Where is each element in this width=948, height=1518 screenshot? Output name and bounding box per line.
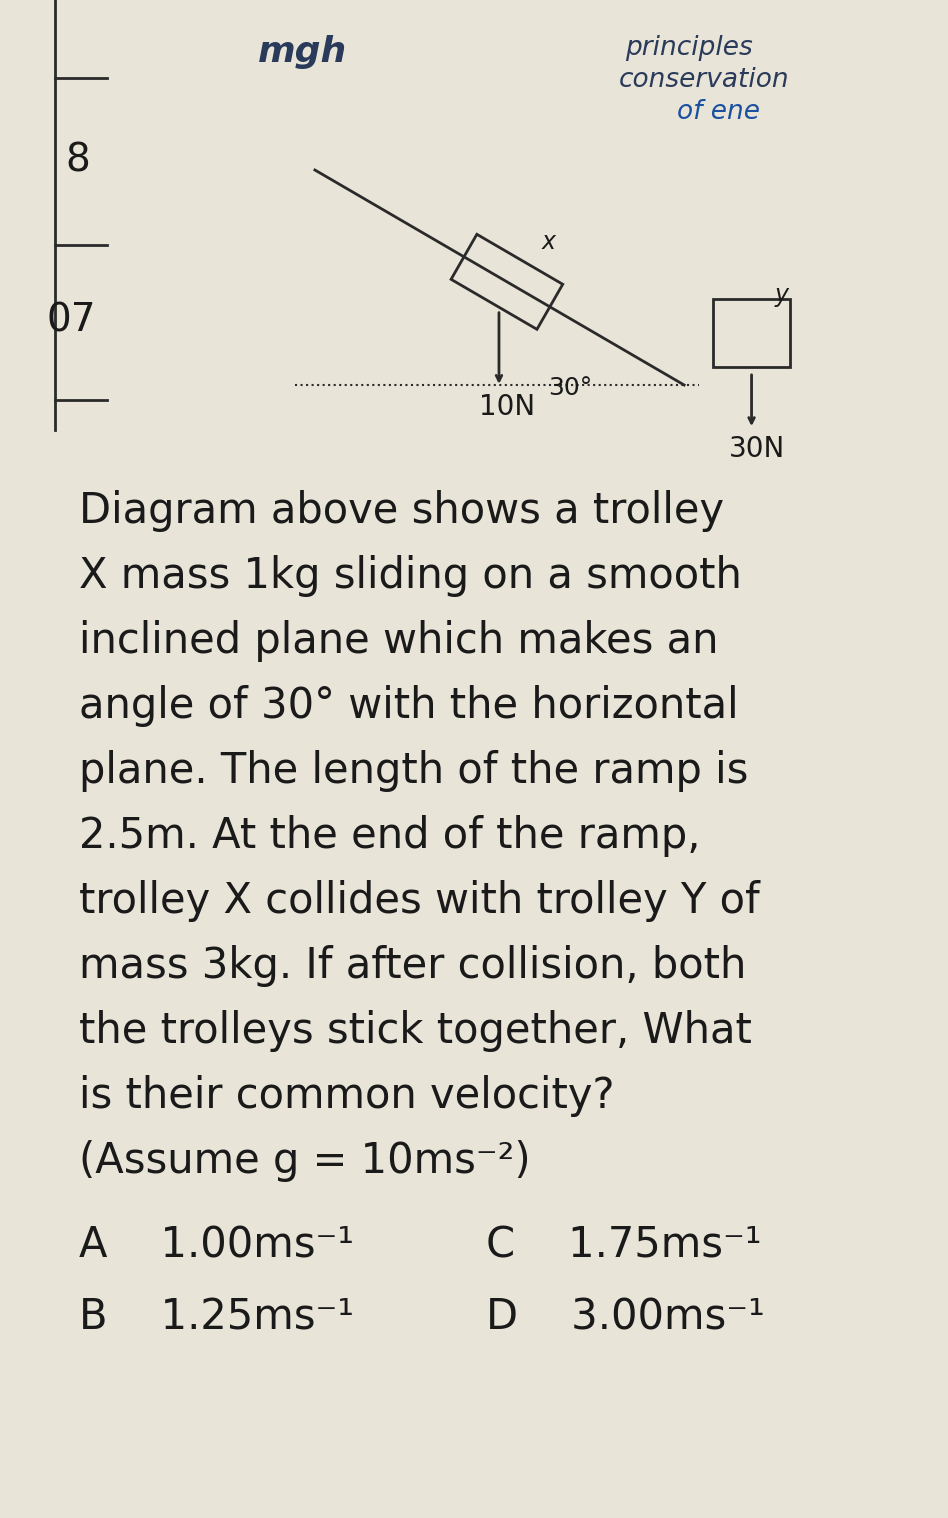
Text: is their common velocity?: is their common velocity? (80, 1075, 615, 1117)
Text: of ene: of ene (677, 99, 760, 124)
Text: y: y (775, 282, 789, 307)
Text: 8: 8 (65, 141, 90, 179)
Text: C    1.75ms⁻¹: C 1.75ms⁻¹ (485, 1225, 761, 1268)
Text: the trolleys stick together, What: the trolleys stick together, What (80, 1009, 752, 1052)
Text: plane. The length of the ramp is: plane. The length of the ramp is (80, 750, 749, 792)
Text: 10N: 10N (479, 393, 535, 420)
Text: (Assume g = 10ms⁻²): (Assume g = 10ms⁻²) (80, 1140, 531, 1183)
Text: conservation: conservation (619, 67, 790, 93)
Text: inclined plane which makes an: inclined plane which makes an (80, 619, 719, 662)
Text: x: x (541, 229, 556, 254)
Text: mass 3kg. If after collision, both: mass 3kg. If after collision, both (80, 946, 747, 987)
Text: angle of 30° with the horizontal: angle of 30° with the horizontal (80, 685, 738, 727)
Text: 07: 07 (46, 301, 96, 339)
Polygon shape (713, 299, 791, 367)
Polygon shape (451, 234, 563, 329)
Text: principles: principles (626, 35, 753, 61)
Text: 2.5m. At the end of the ramp,: 2.5m. At the end of the ramp, (80, 815, 701, 858)
Text: D    3.00ms⁻¹: D 3.00ms⁻¹ (485, 1296, 765, 1339)
Text: trolley X collides with trolley Y of: trolley X collides with trolley Y of (80, 880, 760, 921)
Text: mgh: mgh (258, 35, 347, 68)
Text: B    1.25ms⁻¹: B 1.25ms⁻¹ (80, 1296, 355, 1339)
Text: X mass 1kg sliding on a smooth: X mass 1kg sliding on a smooth (80, 556, 742, 597)
Text: Diagram above shows a trolley: Diagram above shows a trolley (80, 490, 724, 531)
Text: A    1.00ms⁻¹: A 1.00ms⁻¹ (80, 1225, 355, 1268)
Text: 30°: 30° (548, 376, 592, 401)
Text: 30N: 30N (728, 436, 785, 463)
